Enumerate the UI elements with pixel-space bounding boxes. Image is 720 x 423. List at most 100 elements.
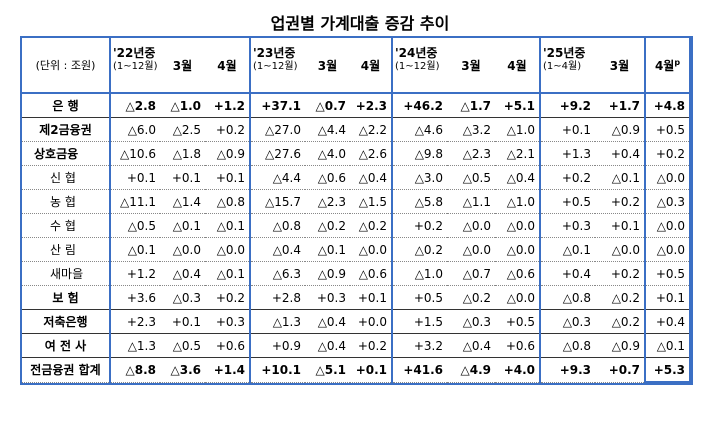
value-cell: △0.5: [447, 165, 495, 190]
value-cell: △0.9: [595, 333, 645, 358]
row-label: 새마을: [22, 261, 111, 286]
value-cell: +4.0: [495, 357, 540, 383]
table-row: 저축은행 +2.3 +0.1 +0.3 △1.3 △0.4 +0.0 +1.5 △0.3 +0.5…: [22, 309, 691, 334]
column-header: 3월: [160, 38, 205, 94]
value-cell: △27.0: [249, 117, 305, 142]
value-cell: +0.1: [205, 165, 250, 190]
value-cell: +2.3: [109, 309, 160, 334]
value-cell: △1.0: [495, 117, 540, 142]
value-cell: △0.4: [160, 261, 205, 286]
header-sub: (1~12월): [113, 61, 158, 72]
value-cell: △0.6: [495, 261, 540, 286]
value-cell: △3.2: [447, 117, 495, 142]
table-row: 제2금융권 △6.0 △2.5 +0.2 △27.0 △4.4 △2.2 △4.6 △3.2 △1…: [22, 117, 691, 142]
value-cell: +0.3: [305, 285, 350, 310]
value-cell: +0.1: [595, 213, 645, 238]
value-cell: △0.4: [305, 309, 350, 334]
data-table: (단위 : 조원) '22년중 (1~12월) 3월 4월 '23년중 (1~12월) 3월…: [20, 36, 693, 385]
value-cell: △0.2: [595, 309, 645, 334]
value-cell: △0.0: [350, 237, 392, 262]
value-cell: △0.6: [350, 261, 392, 286]
value-cell: △2.6: [350, 141, 392, 166]
value-cell: △0.5: [160, 333, 205, 358]
row-label: 전금융권 합계: [22, 357, 111, 383]
header-text: 3월: [172, 58, 193, 73]
value-cell: △0.2: [447, 285, 495, 310]
row-label: 은 행: [22, 93, 111, 118]
value-cell: +41.6: [391, 357, 447, 383]
value-cell: △0.0: [447, 237, 495, 262]
table-row: 전금융권 합계 △8.8 △3.6 +1.4 +10.1 △5.1 +0.1 +41.6 △4.…: [22, 357, 691, 383]
column-header: 4월: [495, 38, 540, 94]
value-cell: +0.1: [109, 165, 160, 190]
value-cell: △0.0: [495, 213, 540, 238]
value-cell: +0.6: [205, 333, 250, 358]
value-cell: △0.9: [305, 261, 350, 286]
value-cell: △5.8: [391, 189, 447, 214]
table-row: 신 협 +0.1 +0.1 +0.1 △4.4 △0.6 △0.4 △3.0 △0.5 △0.4 +…: [22, 165, 691, 190]
value-cell: +2.8: [249, 285, 305, 310]
column-header: 3월: [305, 38, 350, 94]
header-text: '23년중: [253, 46, 296, 60]
value-cell: +5.3: [644, 357, 691, 383]
value-cell: △0.2: [305, 213, 350, 238]
value-cell: △0.1: [595, 165, 645, 190]
value-cell: △6.3: [249, 261, 305, 286]
table-row: 수 협 △0.5 △0.1 △0.1 △0.8 △0.2 △0.2 +0.2 △0.0 △0.0 +…: [22, 213, 691, 238]
column-header: '25년중 (1~4월): [539, 38, 595, 94]
column-header: 4월: [350, 38, 392, 94]
value-cell: △0.2: [595, 285, 645, 310]
value-cell: △4.0: [305, 141, 350, 166]
value-cell: +0.4: [644, 309, 691, 334]
value-cell: +0.3: [205, 309, 250, 334]
table-row: 산 림 △0.1 △0.0 △0.0 △0.4 △0.1 △0.0 △0.2 △0.0 △0.0 △…: [22, 237, 691, 262]
value-cell: △1.0: [160, 93, 205, 118]
value-cell: +1.4: [205, 357, 250, 383]
value-cell: +37.1: [249, 93, 305, 118]
value-cell: △0.0: [495, 237, 540, 262]
value-cell: △9.8: [391, 141, 447, 166]
value-cell: △11.1: [109, 189, 160, 214]
row-label: 신 협: [22, 165, 111, 190]
row-label: 제2금융권: [22, 117, 111, 142]
value-cell: △2.5: [160, 117, 205, 142]
value-cell: +0.4: [595, 141, 645, 166]
value-cell: +0.0: [350, 309, 392, 334]
column-header: '23년중 (1~12월): [249, 38, 305, 94]
row-label: 저축은행: [22, 309, 111, 334]
value-cell: +1.2: [205, 93, 250, 118]
column-header: '22년중 (1~12월): [109, 38, 160, 94]
value-cell: +0.2: [539, 165, 595, 190]
value-cell: +1.7: [595, 93, 645, 118]
value-cell: +0.1: [160, 165, 205, 190]
header-sub: (1~12월): [395, 61, 440, 72]
value-cell: +0.6: [495, 333, 540, 358]
value-cell: +10.1: [249, 357, 305, 383]
value-cell: △3.6: [160, 357, 205, 383]
column-header: '24년중 (1~12월): [391, 38, 447, 94]
value-cell: △0.7: [447, 261, 495, 286]
table-row: 새마을 +1.2 △0.4 △0.1 △6.3 △0.9 △0.6 △1.0 △0.7 △0.6 +…: [22, 261, 691, 286]
header-text: '24년중: [395, 46, 438, 60]
value-cell: △0.4: [305, 333, 350, 358]
value-cell: △2.8: [109, 93, 160, 118]
header-sup: p: [674, 57, 681, 67]
value-cell: △0.9: [595, 117, 645, 142]
value-cell: △0.0: [495, 285, 540, 310]
value-cell: △0.1: [539, 237, 595, 262]
value-cell: △0.3: [644, 189, 691, 214]
value-cell: +0.2: [205, 285, 250, 310]
header-text: '25년중: [543, 46, 586, 60]
value-cell: △6.0: [109, 117, 160, 142]
header-text: 3월: [461, 58, 481, 73]
value-cell: +0.1: [644, 285, 691, 310]
row-label: 산 림: [22, 237, 111, 262]
value-cell: △0.0: [160, 237, 205, 262]
value-cell: +46.2: [391, 93, 447, 118]
value-cell: △0.1: [160, 213, 205, 238]
value-cell: △1.7: [447, 93, 495, 118]
value-cell: △0.2: [350, 213, 392, 238]
value-cell: △0.7: [305, 93, 350, 118]
value-cell: +0.2: [205, 117, 250, 142]
value-cell: △5.1: [305, 357, 350, 383]
